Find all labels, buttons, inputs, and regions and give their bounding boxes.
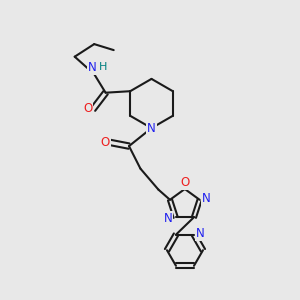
Text: N: N xyxy=(88,61,97,74)
Text: O: O xyxy=(181,176,190,189)
Text: N: N xyxy=(202,192,211,205)
Text: O: O xyxy=(100,136,109,149)
Text: O: O xyxy=(83,102,92,115)
Text: N: N xyxy=(196,226,205,240)
Text: N: N xyxy=(147,122,156,135)
Text: N: N xyxy=(164,212,172,225)
Text: H: H xyxy=(99,62,107,73)
